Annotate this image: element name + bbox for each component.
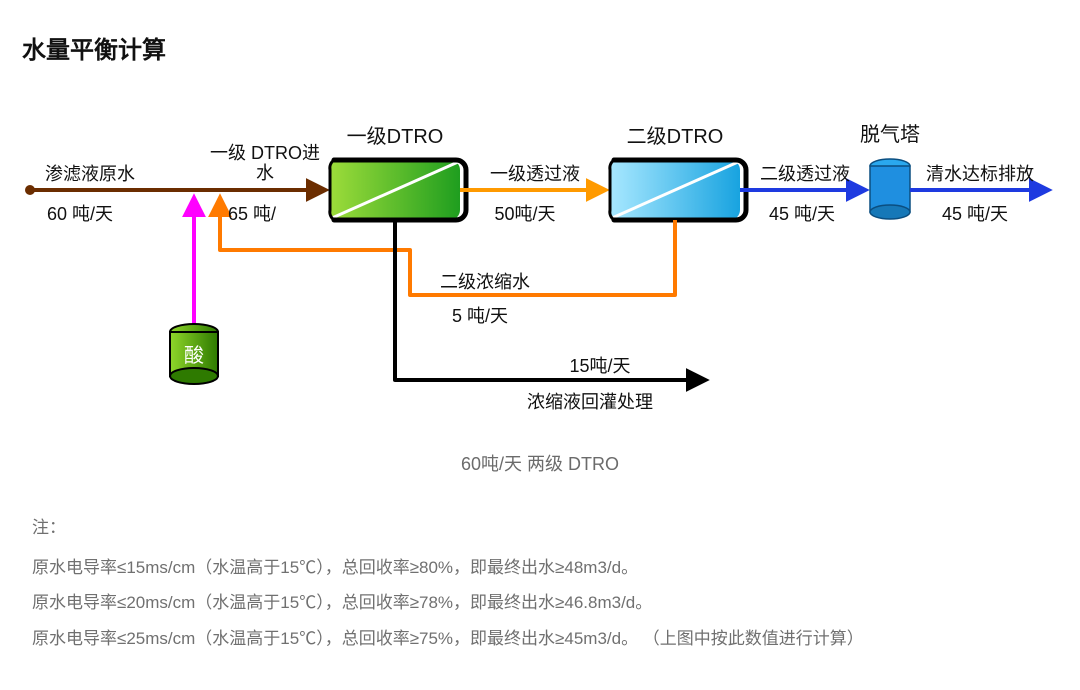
label-conc1-top: 15吨/天 [569,352,630,378]
label-feed1-bottom: 65 吨/ [228,200,276,226]
label-perm1-bottom: 50吨/天 [494,200,555,226]
label-dtro1: 一级DTRO [347,120,444,149]
label-out-bottom: 45 吨/天 [942,200,1008,226]
label-out-top: 清水达标排放 [926,160,1034,186]
acid-label: 酸 [184,344,204,367]
notes-block: 注： 原水电导率≤15ms/cm（水温高于15℃），总回收率≥80%，即最终出水… [32,510,864,657]
node-degas [870,159,910,219]
node-dtro2 [610,160,746,220]
label-dtro2: 二级DTRO [627,120,724,149]
label-feed1-top-1: 一级 DTRO进 [210,143,320,163]
notes-line-1: 原水电导率≤15ms/cm（水温高于15℃），总回收率≥80%，即最终出水≥48… [32,550,864,586]
water-balance-flowchart: 酸 一级DTRO 二级DTRO 脱气塔 渗滤液原水 60 吨/天 一级 DTRO… [20,120,1060,440]
notes-line-2: 原水电导率≤20ms/cm（水温高于15℃），总回收率≥78%，即最终出水≥46… [32,585,864,621]
label-feed1-top: 一级 DTRO进 水 [210,144,320,184]
label-conc2-top: 二级浓缩水 [440,268,530,294]
node-acid: 酸 [170,324,218,384]
page-title: 水量平衡计算 [22,30,166,65]
edge-conc1 [395,220,705,380]
node-dtro1 [330,160,466,220]
diagram-caption: 60吨/天 两级 DTRO [0,450,1080,476]
label-feed1-top-2: 水 [256,163,274,183]
notes-line-3: 原水电导率≤25ms/cm（水温高于15℃），总回收率≥75%，即最终出水≥45… [32,621,864,657]
label-conc1-bottom: 浓缩液回灌处理 [527,388,653,414]
label-perm2-bottom: 45 吨/天 [769,200,835,226]
notes-header: 注： [32,510,864,546]
label-conc2-bottom: 5 吨/天 [452,302,508,328]
label-perm1-top: 一级透过液 [490,160,580,186]
label-raw-top: 渗滤液原水 [45,160,135,186]
label-raw-bottom: 60 吨/天 [47,200,113,226]
label-perm2-top: 二级透过液 [760,160,850,186]
label-degas: 脱气塔 [860,118,920,147]
